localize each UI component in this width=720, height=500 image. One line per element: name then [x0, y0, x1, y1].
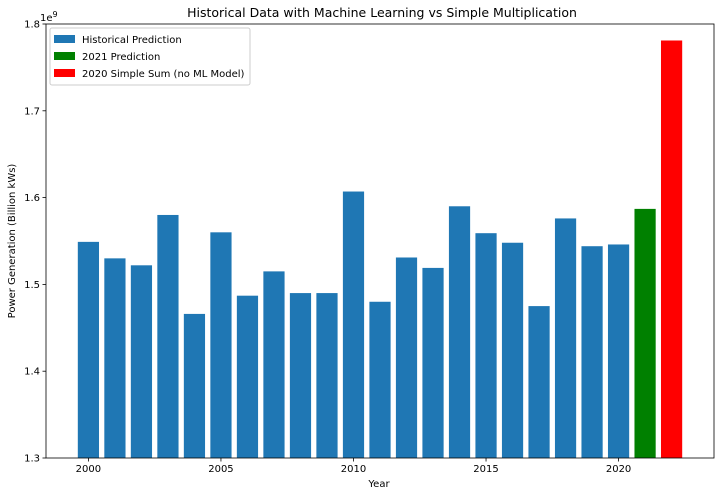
y-axis-label: Power Generation (Billion kWs) — [7, 164, 18, 319]
y-tick-label: 1.4 — [24, 367, 40, 378]
legend-entry: Historical Prediction — [82, 35, 182, 46]
bar-2006 — [236, 295, 259, 458]
legend-entry: 2020 Simple Sum (no ML Model) — [82, 69, 244, 80]
bar-2016 — [501, 242, 524, 458]
bar-2019 — [581, 246, 603, 458]
bar-2013 — [422, 267, 444, 458]
bar-2002 — [130, 265, 153, 458]
bar-2020 — [607, 244, 630, 458]
bar-2004 — [183, 313, 206, 458]
bar-2008 — [289, 293, 312, 458]
bar-2015 — [475, 233, 497, 458]
bars-layer — [77, 40, 683, 459]
bar-2021 — [634, 208, 656, 458]
x-tick-label: 2015 — [473, 464, 498, 475]
chart-title: Historical Data with Machine Learning vs… — [187, 5, 577, 20]
bar-2018 — [554, 218, 577, 458]
legend-entry: 2021 Prediction — [82, 52, 160, 63]
y-tick-label: 1.5 — [24, 280, 40, 291]
bar-2011 — [369, 301, 391, 458]
y-tick-label: 1.3 — [24, 454, 40, 465]
legend-swatch — [54, 35, 75, 43]
plot-frame — [45, 23, 715, 459]
x-tick-label: 2020 — [606, 464, 631, 475]
bar-2014 — [448, 206, 471, 458]
x-tick-label: 2010 — [341, 464, 366, 475]
legend-swatch — [54, 69, 75, 77]
legend-swatch — [54, 52, 75, 60]
y-tick-label: 1.8 — [24, 20, 40, 31]
legend: Historical Prediction 2021 Prediction 2020… — [49, 27, 251, 86]
bar-2001 — [104, 258, 126, 458]
axes-layer: 2000 2005 2010 2015 2020 1.3 1.4 1.5 1.6 1.7 1.8 — [24, 20, 715, 475]
bar-2000 — [77, 241, 100, 458]
bar-2005 — [210, 232, 232, 458]
y-tick-label: 1.7 — [24, 106, 40, 117]
x-axis-label: Year — [367, 479, 390, 490]
bar-2022 — [660, 40, 683, 458]
bar-2007 — [263, 271, 285, 458]
bar-2009 — [316, 293, 338, 458]
bar-2010 — [342, 191, 365, 459]
bar-2017 — [528, 306, 550, 458]
y-tick-label: 1.6 — [24, 193, 40, 204]
y-offset-label: 1e9 — [40, 10, 58, 24]
bar-2003 — [157, 214, 179, 458]
bar-2012 — [395, 257, 418, 458]
legend-box — [49, 27, 251, 86]
x-tick-label: 2000 — [76, 464, 101, 475]
x-tick-label: 2005 — [208, 464, 233, 475]
